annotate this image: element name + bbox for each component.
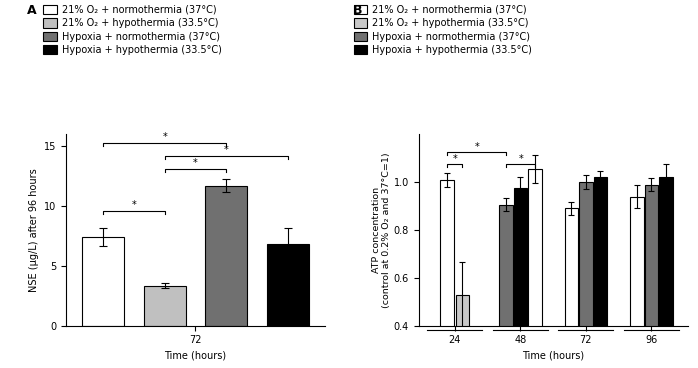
Bar bbox=[644, 185, 658, 368]
Bar bbox=[456, 294, 469, 368]
Bar bbox=[630, 197, 644, 368]
Bar bbox=[528, 169, 542, 368]
Text: *: * bbox=[224, 145, 228, 155]
Text: *: * bbox=[452, 153, 457, 163]
Y-axis label: ATP concentration
(control at 0.2% O₂ and 37°C=1): ATP concentration (control at 0.2% O₂ an… bbox=[371, 152, 391, 308]
Bar bbox=[514, 188, 527, 368]
X-axis label: Time (hours): Time (hours) bbox=[522, 351, 584, 361]
Text: *: * bbox=[193, 158, 198, 168]
Bar bbox=[440, 180, 454, 368]
Text: A: A bbox=[27, 4, 36, 17]
Text: *: * bbox=[132, 200, 136, 210]
X-axis label: Time (hours): Time (hours) bbox=[164, 351, 227, 361]
Bar bbox=[565, 208, 579, 368]
Bar bbox=[267, 244, 309, 326]
Bar bbox=[82, 237, 124, 326]
Bar bbox=[499, 205, 513, 368]
Text: *: * bbox=[163, 132, 167, 142]
Bar bbox=[593, 177, 607, 368]
Legend: 21% O₂ + normothermia (37°C), 21% O₂ + hypothermia (33.5°C), Hypoxia + normother: 21% O₂ + normothermia (37°C), 21% O₂ + h… bbox=[354, 5, 532, 55]
Bar bbox=[205, 186, 247, 326]
Text: *: * bbox=[519, 153, 524, 163]
Bar bbox=[659, 177, 673, 368]
Bar bbox=[579, 182, 593, 368]
Text: B: B bbox=[352, 4, 362, 17]
Text: *: * bbox=[475, 142, 480, 152]
Y-axis label: NSE (μg/L) after 96 hours: NSE (μg/L) after 96 hours bbox=[29, 168, 38, 292]
Legend: 21% O₂ + normothermia (37°C), 21% O₂ + hypothermia (33.5°C), Hypoxia + normother: 21% O₂ + normothermia (37°C), 21% O₂ + h… bbox=[43, 5, 221, 55]
Bar bbox=[144, 286, 186, 326]
